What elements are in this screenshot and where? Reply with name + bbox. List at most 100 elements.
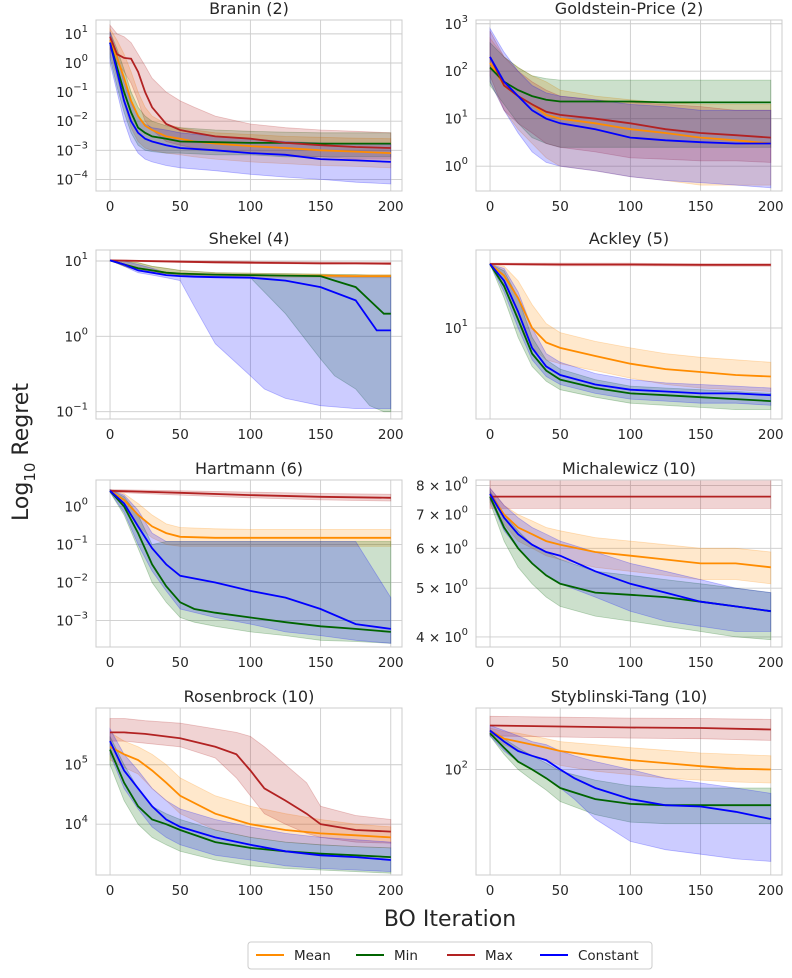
x-tick-label: 150 bbox=[308, 427, 334, 443]
line-min bbox=[489, 732, 771, 807]
x-tick-label: 150 bbox=[308, 655, 334, 671]
x-tick-label: 150 bbox=[688, 883, 714, 899]
y-tick-label: 4 × 100 bbox=[416, 627, 468, 646]
band-min bbox=[109, 488, 392, 644]
x-tick-label: 50 bbox=[552, 199, 569, 215]
x-tick-label: 200 bbox=[758, 427, 784, 443]
line-min bbox=[109, 749, 391, 858]
plot-area bbox=[109, 718, 392, 874]
y-tick-label: 100 bbox=[64, 53, 88, 72]
x-tick-label: 100 bbox=[618, 655, 644, 671]
line-constant bbox=[489, 263, 771, 397]
x-tick-label: 100 bbox=[238, 883, 264, 899]
legend: Mean Min Max Constant bbox=[247, 941, 653, 970]
line-max bbox=[109, 489, 391, 499]
subplot-title: Goldstein-Price (2) bbox=[555, 0, 703, 18]
x-tick-label: 150 bbox=[688, 655, 714, 671]
subplot-title: Shekel (4) bbox=[209, 229, 290, 248]
line-mean bbox=[489, 729, 771, 771]
y-tick-label: 100 bbox=[64, 326, 88, 345]
y-tick-label: 7 × 100 bbox=[416, 505, 468, 524]
x-tick-label: 100 bbox=[618, 427, 644, 443]
y-tick-label: 102 bbox=[444, 759, 468, 778]
band-max bbox=[489, 30, 772, 163]
band-min bbox=[489, 263, 772, 410]
subplot-michalewicz-10: Michalewicz (10) 0 50 100 150 200 8 × 100 7 × 1… bbox=[416, 459, 784, 671]
band-mean bbox=[109, 489, 392, 547]
x-tick-label: 50 bbox=[552, 655, 569, 671]
band-max bbox=[489, 480, 772, 509]
subplot-rosenbrock-10: Rosenbrock (10) 0 50 100 150 200 105 104 bbox=[64, 687, 403, 899]
subplot-title: Styblinski-Tang (10) bbox=[551, 687, 708, 706]
subplot-title: Branin (2) bbox=[209, 0, 289, 18]
x-tick-label: 150 bbox=[688, 199, 714, 215]
x-tick-label: 200 bbox=[378, 655, 404, 671]
y-tick-label: 10−3 bbox=[56, 140, 88, 159]
plot-area bbox=[489, 715, 772, 862]
band-constant bbox=[109, 489, 392, 644]
legend-label: Constant bbox=[578, 948, 639, 964]
axes-frame bbox=[475, 249, 783, 420]
y-tick-label: 10−1 bbox=[56, 82, 88, 101]
band-constant bbox=[489, 26, 772, 189]
axes-frame bbox=[475, 707, 783, 876]
y-tick-label: 6 × 100 bbox=[416, 538, 468, 557]
band-max bbox=[109, 718, 392, 844]
plot-area bbox=[489, 262, 772, 410]
line-min bbox=[109, 490, 391, 633]
x-tick-label: 50 bbox=[552, 883, 569, 899]
band-min bbox=[489, 41, 772, 148]
x-tick-label: 200 bbox=[758, 655, 784, 671]
x-tick-label: 0 bbox=[106, 655, 115, 671]
y-tick-label: 100 bbox=[444, 156, 468, 175]
axes-frame bbox=[95, 19, 403, 192]
legend-item-constant: Constant bbox=[540, 948, 639, 964]
subplot-styblinski-tang-10: Styblinski-Tang (10) 0 50 100 150 200 102 bbox=[444, 687, 783, 899]
plot-area bbox=[109, 23, 392, 185]
x-tick-label: 200 bbox=[378, 427, 404, 443]
subplot-shekel-4: Shekel (4) 0 50 100 150 200 101 100 10−1 bbox=[56, 229, 404, 443]
axes-frame bbox=[475, 479, 783, 648]
axes-frame bbox=[95, 479, 403, 648]
legend-item-min: Min bbox=[356, 948, 418, 964]
x-tick-label: 50 bbox=[172, 883, 189, 899]
band-min bbox=[109, 260, 392, 413]
line-max bbox=[489, 263, 771, 266]
x-axis-label: BO Iteration bbox=[384, 907, 516, 932]
y-tick-label: 105 bbox=[64, 755, 88, 774]
line-constant bbox=[109, 490, 391, 630]
x-tick-label: 100 bbox=[618, 199, 644, 215]
subplot-grid: Branin (2) 0 50 100 150 200 101 100 10−1 10−2 10−3… bbox=[56, 0, 784, 899]
x-tick-label: 100 bbox=[238, 427, 264, 443]
line-constant bbox=[109, 42, 391, 163]
line-max bbox=[109, 259, 391, 265]
y-tick-label: 101 bbox=[444, 318, 468, 337]
y-tick-label: 10−4 bbox=[56, 169, 88, 188]
subplot-hartmann-6: Hartmann (6) 0 50 100 150 200 100 10−1 10−2 10−3 bbox=[56, 459, 404, 671]
y-tick-label: 10−1 bbox=[56, 535, 88, 554]
x-tick-label: 50 bbox=[552, 427, 569, 443]
y-axis-label: Log10 Regret bbox=[9, 383, 39, 521]
line-constant bbox=[489, 493, 771, 613]
x-tick-label: 0 bbox=[106, 427, 115, 443]
x-tick-label: 200 bbox=[758, 199, 784, 215]
band-max bbox=[109, 23, 392, 160]
x-tick-label: 150 bbox=[308, 883, 334, 899]
x-tick-label: 0 bbox=[486, 427, 495, 443]
y-tick-label: 101 bbox=[64, 251, 88, 270]
subplot-branin-2: Branin (2) 0 50 100 150 200 101 100 10−1 10−2 10−3… bbox=[56, 0, 404, 215]
band-mean bbox=[109, 27, 392, 169]
y-tick-label: 10−3 bbox=[56, 610, 88, 629]
subplot-title: Hartmann (6) bbox=[195, 459, 303, 478]
subplot-goldstein-price-2: Goldstein-Price (2) 0 50 100 150 200 103 102 101… bbox=[444, 0, 783, 215]
x-tick-label: 0 bbox=[106, 199, 115, 215]
x-tick-label: 100 bbox=[238, 199, 264, 215]
plot-area bbox=[489, 480, 772, 641]
line-min bbox=[489, 263, 771, 402]
y-tick-label: 104 bbox=[64, 814, 88, 833]
subplot-title: Rosenbrock (10) bbox=[184, 687, 315, 706]
legend-label: Mean bbox=[294, 948, 331, 964]
y-tick-label: 102 bbox=[444, 61, 468, 80]
x-tick-label: 50 bbox=[172, 199, 189, 215]
